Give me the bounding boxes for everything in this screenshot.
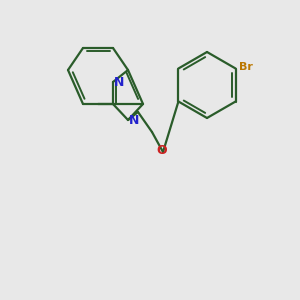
Text: N: N (114, 76, 124, 88)
Text: O: O (157, 145, 167, 158)
Text: Br: Br (238, 62, 253, 73)
Text: N: N (129, 113, 140, 127)
